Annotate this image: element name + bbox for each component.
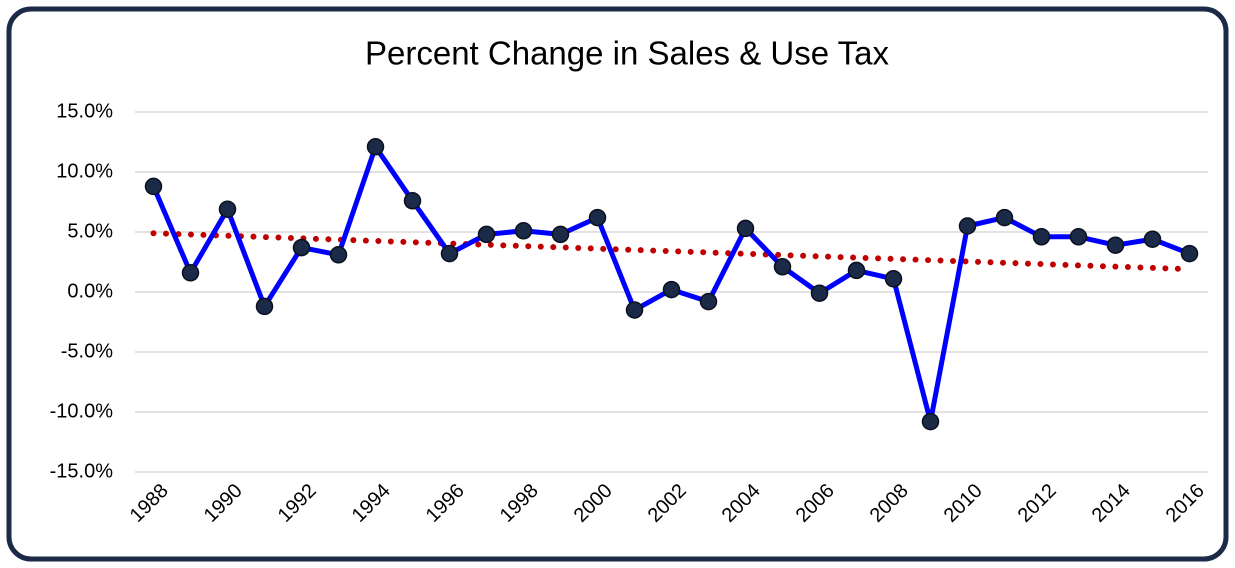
- chart-frame: [6, 6, 1229, 562]
- trendline: [150, 230, 1193, 273]
- point: [1069, 228, 1088, 246]
- point: [366, 138, 385, 156]
- point: [736, 219, 755, 238]
- point: [329, 246, 348, 264]
- point: [144, 177, 163, 196]
- point: [995, 208, 1014, 227]
- point: [477, 225, 496, 244]
- point: [218, 200, 237, 218]
- point: [440, 244, 459, 263]
- point: [958, 217, 977, 235]
- y-tick-label: 10.0%: [56, 160, 113, 182]
- point: [181, 264, 200, 282]
- point: [625, 301, 644, 319]
- point: [403, 192, 422, 210]
- y-tick-label: 0.0%: [67, 280, 113, 302]
- point: [847, 261, 866, 280]
- point: [699, 292, 718, 311]
- point: [773, 258, 792, 276]
- point: [810, 284, 829, 302]
- point: [921, 412, 940, 431]
- point: [1180, 244, 1199, 263]
- point: [551, 225, 570, 244]
- point: [514, 222, 533, 240]
- point: [1032, 228, 1051, 246]
- point: [1106, 236, 1125, 254]
- chart-title: Percent Change in Sales & Use Tax: [365, 35, 890, 72]
- y-tick-label: -10.0%: [50, 400, 114, 422]
- y-tick-label: -5.0%: [61, 340, 113, 362]
- y-tick-label: -15.0%: [50, 460, 114, 482]
- point: [588, 208, 607, 227]
- point: [662, 280, 681, 299]
- point: [255, 297, 274, 316]
- y-tick-label: 15.0%: [56, 100, 113, 122]
- y-tick-label: 5.0%: [67, 220, 113, 242]
- point: [292, 238, 311, 257]
- point: [884, 270, 903, 288]
- point: [1143, 230, 1162, 248]
